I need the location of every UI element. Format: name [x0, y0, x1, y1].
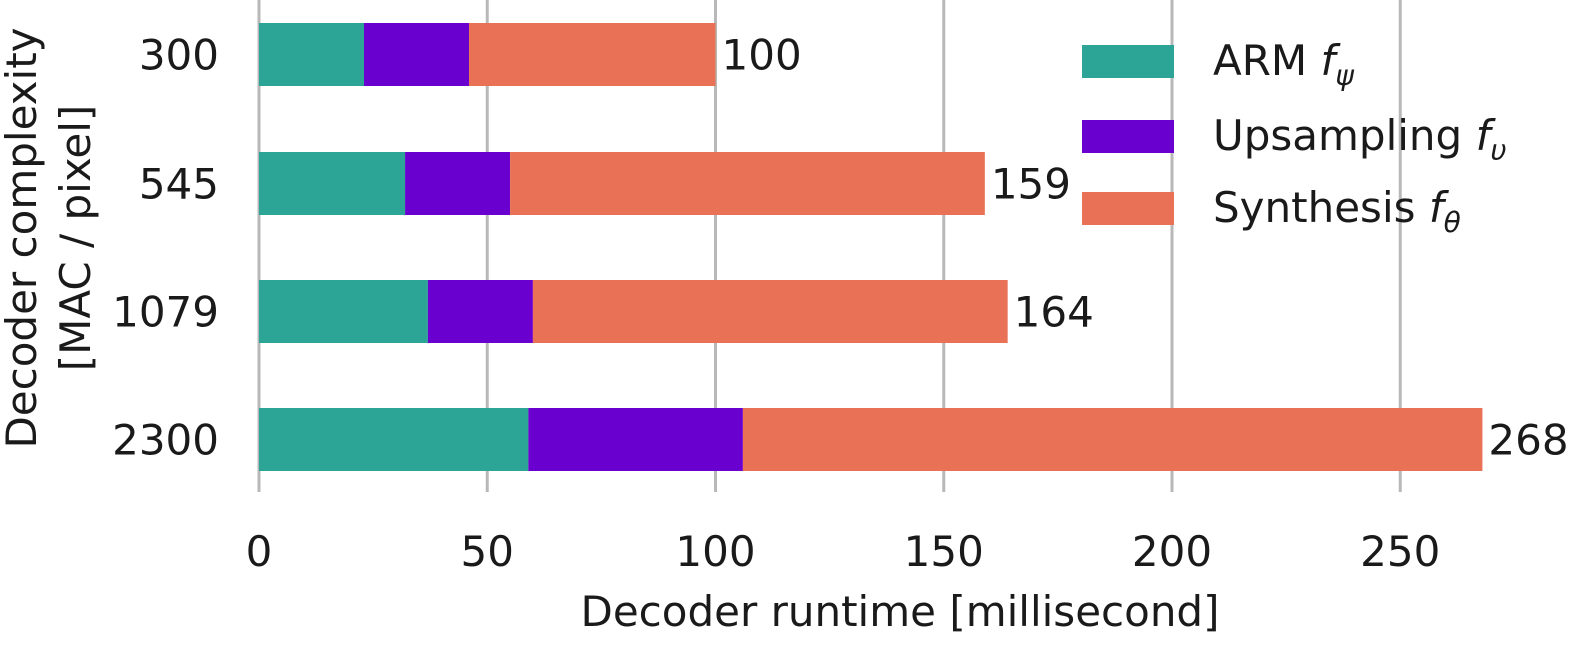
bar-segment-upsampling [363, 23, 469, 86]
bar-segment-arm [259, 408, 529, 471]
y-axis-label-line-2: [MAC / pixel] [51, 105, 100, 372]
legend-swatch [1082, 120, 1174, 153]
bar-segment-synthesis [510, 152, 985, 215]
legend-swatch [1082, 192, 1174, 225]
bar-total-label: 164 [1014, 288, 1094, 337]
x-tick-label: 100 [675, 527, 755, 576]
y-axis: 300 545 1079 2300 [112, 31, 219, 465]
bar-total-label: 268 [1488, 416, 1568, 465]
legend-label: ARM fψ [1213, 36, 1354, 92]
bars [259, 23, 1483, 471]
bar-segment-synthesis [468, 23, 716, 86]
bar-segment-upsampling [405, 152, 511, 215]
bar-segment-synthesis [742, 408, 1483, 471]
x-tick-label: 50 [461, 527, 514, 576]
bar-segment-upsampling [528, 408, 743, 471]
bar-segment-arm [259, 23, 364, 86]
legend: ARM fψ Upsampling fυ Synthesis fθ [1082, 36, 1507, 239]
y-tick-label: 300 [139, 31, 219, 80]
bar-segment-upsampling [427, 280, 533, 343]
legend-item: Upsampling fυ [1082, 111, 1507, 167]
y-tick-label: 545 [139, 160, 219, 209]
bar-segment-synthesis [532, 280, 1008, 343]
y-tick-label: 2300 [112, 416, 219, 465]
bar-segment-arm [259, 280, 428, 343]
y-axis-label: Decoder complexity [MAC / pixel] [0, 27, 100, 448]
legend-label: Synthesis fθ [1213, 183, 1461, 239]
legend-label: Upsampling fυ [1213, 111, 1507, 167]
bar-segment-arm [259, 152, 406, 215]
y-tick-label: 1079 [112, 288, 219, 337]
x-tick-label: 0 [246, 527, 273, 576]
x-tick-label: 150 [904, 527, 984, 576]
x-tick-label: 250 [1360, 527, 1440, 576]
y-axis-label-line-1: Decoder complexity [0, 27, 46, 448]
bar-total-label: 100 [722, 31, 802, 80]
x-tick-label: 200 [1132, 527, 1212, 576]
legend-item: Synthesis fθ [1082, 183, 1461, 239]
legend-item: ARM fψ [1082, 36, 1354, 92]
x-axis-label: Decoder runtime [millisecond] [581, 587, 1220, 636]
bar-total-label: 159 [991, 160, 1071, 209]
legend-swatch [1082, 45, 1174, 78]
x-axis: 0 50 100 150 200 250 [246, 527, 1441, 576]
total-labels: 100 159 164 268 [722, 31, 1569, 465]
